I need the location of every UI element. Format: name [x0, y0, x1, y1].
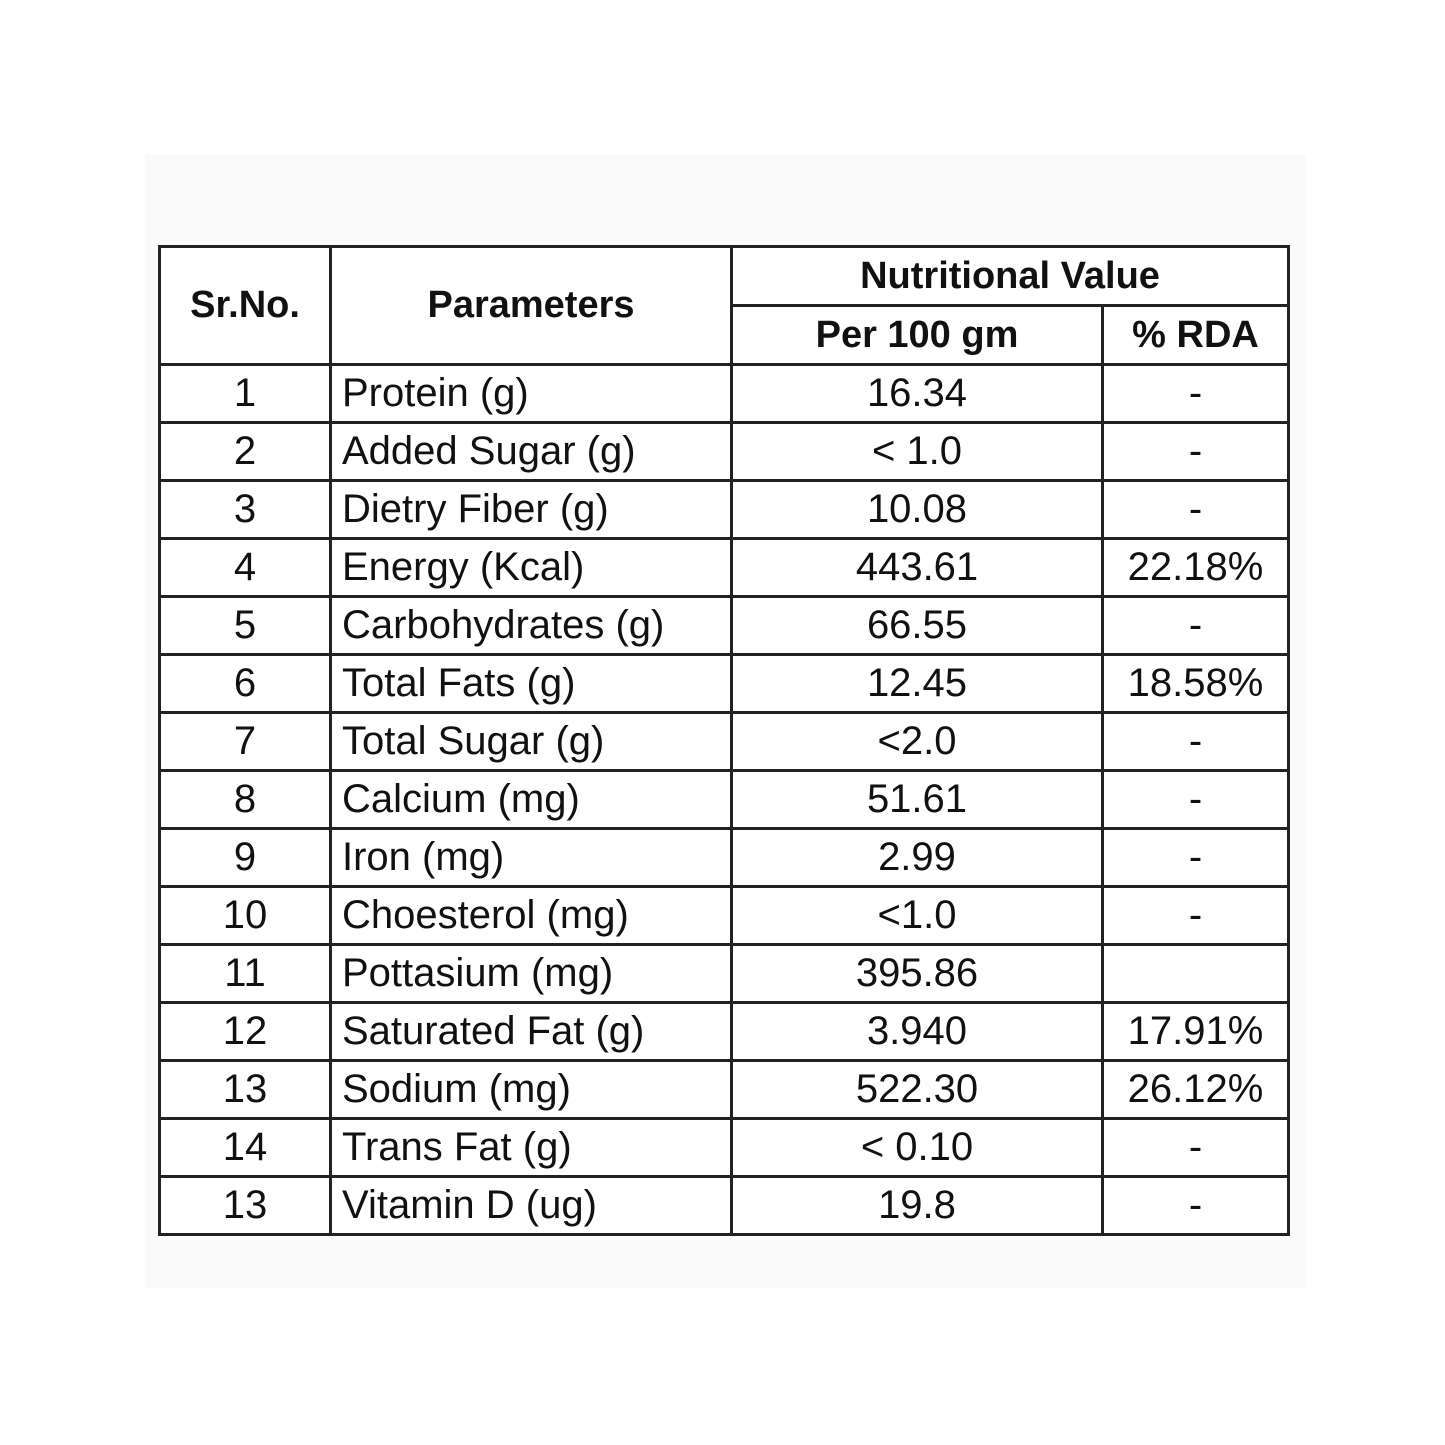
value-cell: 3.940 — [730, 1001, 1104, 1062]
sr-no-cell: 6 — [158, 653, 332, 714]
table-row: 10 Choesterol (mg) <1.0- — [158, 885, 1291, 946]
table-row: 14 Trans Fat (g) < 0.10- — [158, 1117, 1291, 1178]
parameter-cell: Protein (g) — [329, 363, 733, 424]
parameter-cell: Choesterol (mg) — [329, 885, 733, 946]
nutrition-table: Sr.No. Parameters Nutritional Value Per … — [158, 245, 1291, 1236]
rda-cell: - — [1100, 827, 1291, 888]
value-cell: 522.30 — [730, 1059, 1104, 1120]
table-row: 5 Carbohydrates (g) 66.55- — [158, 595, 1291, 656]
sr-no-cell: 13 — [158, 1175, 332, 1236]
rda-cell: - — [1100, 479, 1291, 540]
value-cell: <2.0 — [730, 711, 1104, 772]
sr-no-cell: 11 — [158, 943, 332, 1004]
rda-cell: - — [1100, 595, 1291, 656]
parameter-cell: Vitamin D (ug) — [329, 1175, 733, 1236]
value-cell: < 1.0 — [730, 421, 1104, 482]
table-body: 1 Protein (g) 16.34-2 Added Sugar (g) < 1.0-… — [158, 363, 1291, 1236]
value-cell: 19.8 — [730, 1175, 1104, 1236]
parameter-cell: Energy (Kcal) — [329, 537, 733, 598]
value-cell: 66.55 — [730, 595, 1104, 656]
table-row: 11 Pottasium (mg) 395.86 — [158, 943, 1291, 1004]
rda-cell: - — [1100, 363, 1291, 424]
parameter-cell: Trans Fat (g) — [329, 1117, 733, 1178]
table-row: 13 Sodium (mg) 522.30 26.12% — [158, 1059, 1291, 1120]
rda-cell: - — [1100, 711, 1291, 772]
table-row: 6 Total Fats (g) 12.45 18.58% — [158, 653, 1291, 714]
value-cell: 395.86 — [730, 943, 1104, 1004]
rda-cell: - — [1100, 885, 1291, 946]
sr-no-cell: 9 — [158, 827, 332, 888]
sr-no-cell: 7 — [158, 711, 332, 772]
header-row: Per 100 gm % RDA — [160, 304, 1291, 366]
sr-no-cell: 3 — [158, 479, 332, 540]
value-cell: <1.0 — [730, 885, 1104, 946]
parameter-cell: Dietry Fiber (g) — [329, 479, 733, 540]
header-cell: % RDA — [1100, 304, 1291, 366]
header-cell: Parameters — [329, 245, 733, 366]
table-row: 2 Added Sugar (g) < 1.0- — [158, 421, 1291, 482]
table-header: Sr.No. Parameters Nutritional Value Per … — [158, 245, 1291, 366]
parameter-cell: Sodium (mg) — [329, 1059, 733, 1120]
header-cell: Per 100 gm — [730, 304, 1104, 366]
value-cell: 16.34 — [730, 363, 1104, 424]
table-row: 8 Calcium (mg) 51.61- — [158, 769, 1291, 830]
sr-no-cell: 14 — [158, 1117, 332, 1178]
rda-cell: - — [1100, 1117, 1291, 1178]
header-row: Sr.No. Parameters Nutritional Value — [158, 245, 1291, 366]
rda-cell: 18.58% — [1100, 653, 1291, 714]
parameter-cell: Added Sugar (g) — [329, 421, 733, 482]
value-cell: 12.45 — [730, 653, 1104, 714]
table-row: 13 Vitamin D (ug) 19.8- — [158, 1175, 1291, 1236]
sr-no-cell: 10 — [158, 885, 332, 946]
rda-cell: - — [1100, 421, 1291, 482]
table-row: 7 Total Sugar (g) <2.0- — [158, 711, 1291, 772]
sr-no-cell: 1 — [158, 363, 332, 424]
parameter-cell: Calcium (mg) — [329, 769, 733, 830]
header-cell: Sr.No. — [158, 245, 332, 366]
rda-cell — [1100, 943, 1291, 1004]
table-row: 9 Iron (mg) 2.99- — [158, 827, 1291, 888]
rda-cell: - — [1100, 769, 1291, 830]
rda-cell: 17.91% — [1100, 1001, 1291, 1062]
parameter-cell: Iron (mg) — [329, 827, 733, 888]
table-row: 4 Energy (Kcal) 443.61 22.18% — [158, 537, 1291, 598]
parameter-cell: Pottasium (mg) — [329, 943, 733, 1004]
rda-cell: - — [1100, 1175, 1291, 1236]
header-cell: Nutritional Value — [729, 245, 1291, 307]
value-cell: 10.08 — [730, 479, 1104, 540]
parameter-cell: Carbohydrates (g) — [329, 595, 733, 656]
sr-no-cell: 13 — [158, 1059, 332, 1120]
table-row: 12 Saturated Fat (g) 3.940 17.91% — [158, 1001, 1291, 1062]
rda-cell: 26.12% — [1100, 1059, 1291, 1120]
parameter-cell: Saturated Fat (g) — [329, 1001, 733, 1062]
table-row: 3 Dietry Fiber (g) 10.08- — [158, 479, 1291, 540]
value-cell: 2.99 — [730, 827, 1104, 888]
rda-cell: 22.18% — [1100, 537, 1291, 598]
sr-no-cell: 4 — [158, 537, 332, 598]
sr-no-cell: 8 — [158, 769, 332, 830]
parameter-cell: Total Sugar (g) — [329, 711, 733, 772]
sr-no-cell: 12 — [158, 1001, 332, 1062]
sr-no-cell: 2 — [158, 421, 332, 482]
table-row: 1 Protein (g) 16.34- — [158, 363, 1291, 424]
value-cell: 443.61 — [730, 537, 1104, 598]
value-cell: < 0.10 — [730, 1117, 1104, 1178]
value-cell: 51.61 — [730, 769, 1104, 830]
sr-no-cell: 5 — [158, 595, 332, 656]
parameter-cell: Total Fats (g) — [329, 653, 733, 714]
